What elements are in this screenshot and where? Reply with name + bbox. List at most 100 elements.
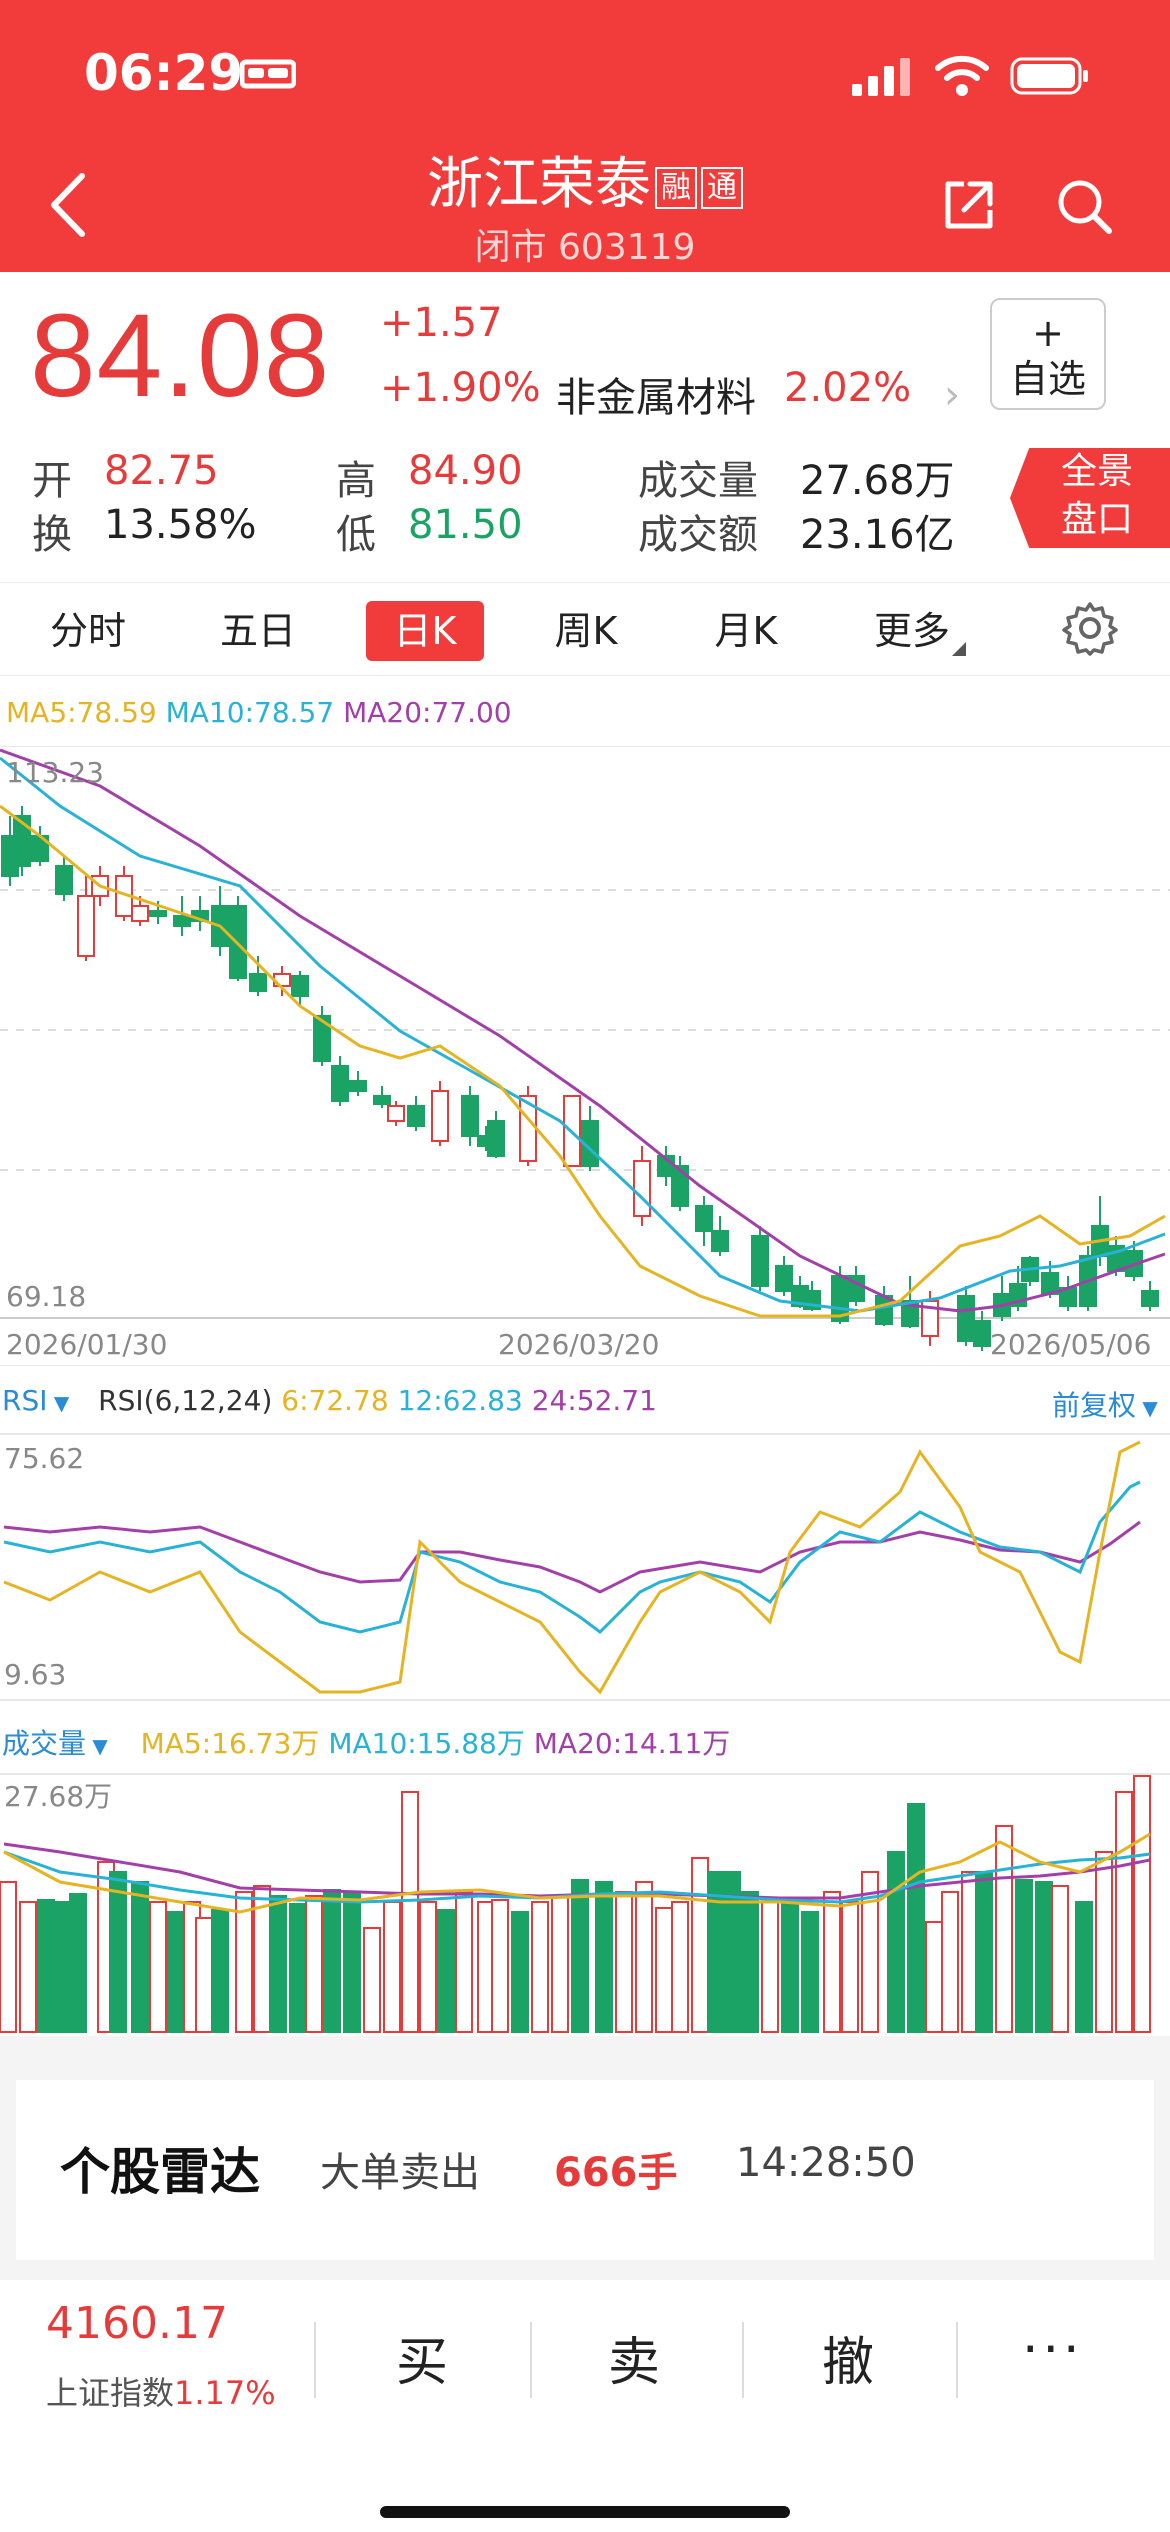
volume-bar	[1015, 1879, 1033, 2033]
rsi-params: RSI(6,12,24)	[98, 1384, 273, 1417]
volume-bar	[801, 1911, 819, 2033]
last-price: 84.08	[30, 290, 331, 422]
ma20-value: MA20:77.00	[343, 696, 512, 729]
divider	[314, 2322, 316, 2398]
ma20-line	[0, 748, 1166, 1313]
tab-daily-k[interactable]: 日K	[366, 601, 484, 661]
rsi6-line	[3, 1440, 1141, 1695]
candle	[249, 973, 267, 992]
index-pct: 1.17%	[174, 2374, 276, 2412]
candle	[349, 1080, 367, 1092]
sell-button[interactable]: 卖	[608, 2333, 661, 2393]
wifi-icon	[935, 55, 989, 96]
low-label: 低	[336, 512, 376, 558]
search-icon[interactable]	[1054, 176, 1114, 236]
volume-bar	[531, 1901, 549, 2033]
radar-event: 大单卖出	[320, 2150, 480, 2196]
home-indicator[interactable]	[380, 2506, 790, 2518]
watchlist-label: 自选	[1009, 357, 1086, 401]
kline-legend: MA5:78.59 MA10:78.57 MA20:77.00	[6, 696, 512, 729]
volume-bar	[491, 1899, 509, 2033]
volume-bar	[69, 1893, 87, 2033]
volume-bar	[1095, 1851, 1113, 2033]
volume-bar	[741, 1891, 759, 2033]
chevron-right-icon[interactable]: ›	[944, 372, 960, 418]
battery-icon	[1010, 57, 1088, 95]
volume-bar	[437, 1909, 455, 2033]
candle	[711, 1230, 729, 1252]
volume-bar	[551, 1895, 569, 2033]
ma5-line	[0, 804, 1166, 1318]
high-value: 84.90	[408, 448, 523, 494]
add-watchlist-button[interactable]: + 自选	[990, 298, 1106, 410]
bottom-trade-bar: 4160.17 上证指数1.17% 买 卖 撤 ···	[0, 2280, 1170, 2532]
tab-weekly-k[interactable]: 周K	[554, 609, 618, 653]
rsi-ymax-label: 75.62	[4, 1442, 84, 1475]
buy-button[interactable]: 买	[396, 2333, 449, 2393]
candle	[973, 1320, 991, 1347]
volume-bar	[615, 1891, 633, 2033]
gear-icon[interactable]	[1062, 600, 1118, 656]
panorama-label-1: 全景	[1060, 451, 1133, 492]
ma10-line	[0, 756, 1166, 1313]
stock-radar-card[interactable]: 个股雷达 大单卖出 666手 14:28:50	[16, 2080, 1154, 2260]
tab-monthly-k[interactable]: 月K	[714, 609, 778, 653]
open-label: 开	[32, 458, 72, 504]
share-icon[interactable]	[940, 176, 998, 234]
stock-name: 浙江荣泰	[427, 152, 651, 217]
panorama-button[interactable]: 全景 盘口	[1010, 448, 1170, 548]
more-options-button[interactable]: ···	[1022, 2320, 1084, 2380]
volume-bar	[571, 1879, 589, 2033]
volume-label: 成交量	[638, 458, 758, 504]
rsi6-value: 6:72.78	[281, 1384, 389, 1417]
amount-label: 成交额	[638, 512, 758, 558]
page-title: 浙江荣泰融通	[0, 150, 1170, 220]
vol-ma20-line	[3, 1842, 1151, 1900]
cancel-button[interactable]: 撤	[822, 2333, 875, 2393]
back-icon[interactable]	[44, 170, 94, 240]
volume-bar	[323, 1889, 341, 2033]
volume-selector[interactable]: 成交量	[2, 1727, 87, 1760]
candle	[671, 1165, 689, 1207]
sector-change-pct[interactable]: 2.02%	[784, 365, 912, 411]
volume-bar	[19, 1901, 37, 2033]
candle	[55, 865, 73, 895]
index-value[interactable]: 4160.17	[46, 2298, 228, 2349]
kline-date-end: 2026/05/06	[990, 1328, 1151, 1361]
candle	[149, 910, 167, 917]
volume-bar	[907, 1803, 925, 2033]
radar-amount: 666手	[554, 2150, 678, 2196]
more-triangle-icon	[952, 642, 966, 656]
volume-bar	[51, 1901, 69, 2033]
volume-bar	[1035, 1881, 1053, 2033]
rsi24-line	[3, 1520, 1141, 1594]
kline-chart[interactable]: 113.23 69.18 2026/01/30 2026/03/20 2026/…	[0, 746, 1170, 1366]
volume-bar	[841, 1901, 859, 2033]
rsi-chart[interactable]: 75.62 9.63	[0, 1432, 1170, 1702]
candle	[431, 1090, 449, 1142]
tab-intraday[interactable]: 分时	[49, 609, 126, 653]
top-bar: 06:29 浙江荣泰融通 闭市 603119	[0, 0, 1170, 272]
volume-bar	[211, 1909, 229, 2033]
candle	[633, 1160, 651, 1217]
index-name: 上证指数	[46, 2374, 175, 2412]
tab-more[interactable]: 更多	[873, 609, 950, 653]
candle	[775, 1265, 793, 1292]
rsi-selector[interactable]: RSI	[2, 1384, 48, 1417]
open-value: 82.75	[104, 448, 219, 494]
low-value: 81.50	[408, 502, 523, 548]
candle	[373, 1095, 391, 1105]
volume-chart[interactable]: 27.68万	[0, 1772, 1170, 2042]
margin-tag: 融	[655, 166, 697, 209]
volume-bar	[975, 1871, 993, 2033]
candle	[313, 1015, 331, 1062]
volume-bar	[0, 1881, 17, 2033]
volume-legend: 成交量 ▼ MA5:16.73万 MA10:15.88万 MA20:14.11万	[2, 1727, 731, 1760]
price-change: +1.57	[380, 300, 503, 346]
candle	[407, 1105, 425, 1127]
index-info[interactable]: 上证指数1.17%	[46, 2368, 276, 2414]
sector-name[interactable]: 非金属材料	[556, 375, 756, 421]
adjust-selector[interactable]: 前复权 ▼	[1052, 1389, 1158, 1422]
kline-ymax-label: 113.23	[6, 756, 104, 789]
tab-five-day[interactable]: 五日	[219, 609, 296, 653]
